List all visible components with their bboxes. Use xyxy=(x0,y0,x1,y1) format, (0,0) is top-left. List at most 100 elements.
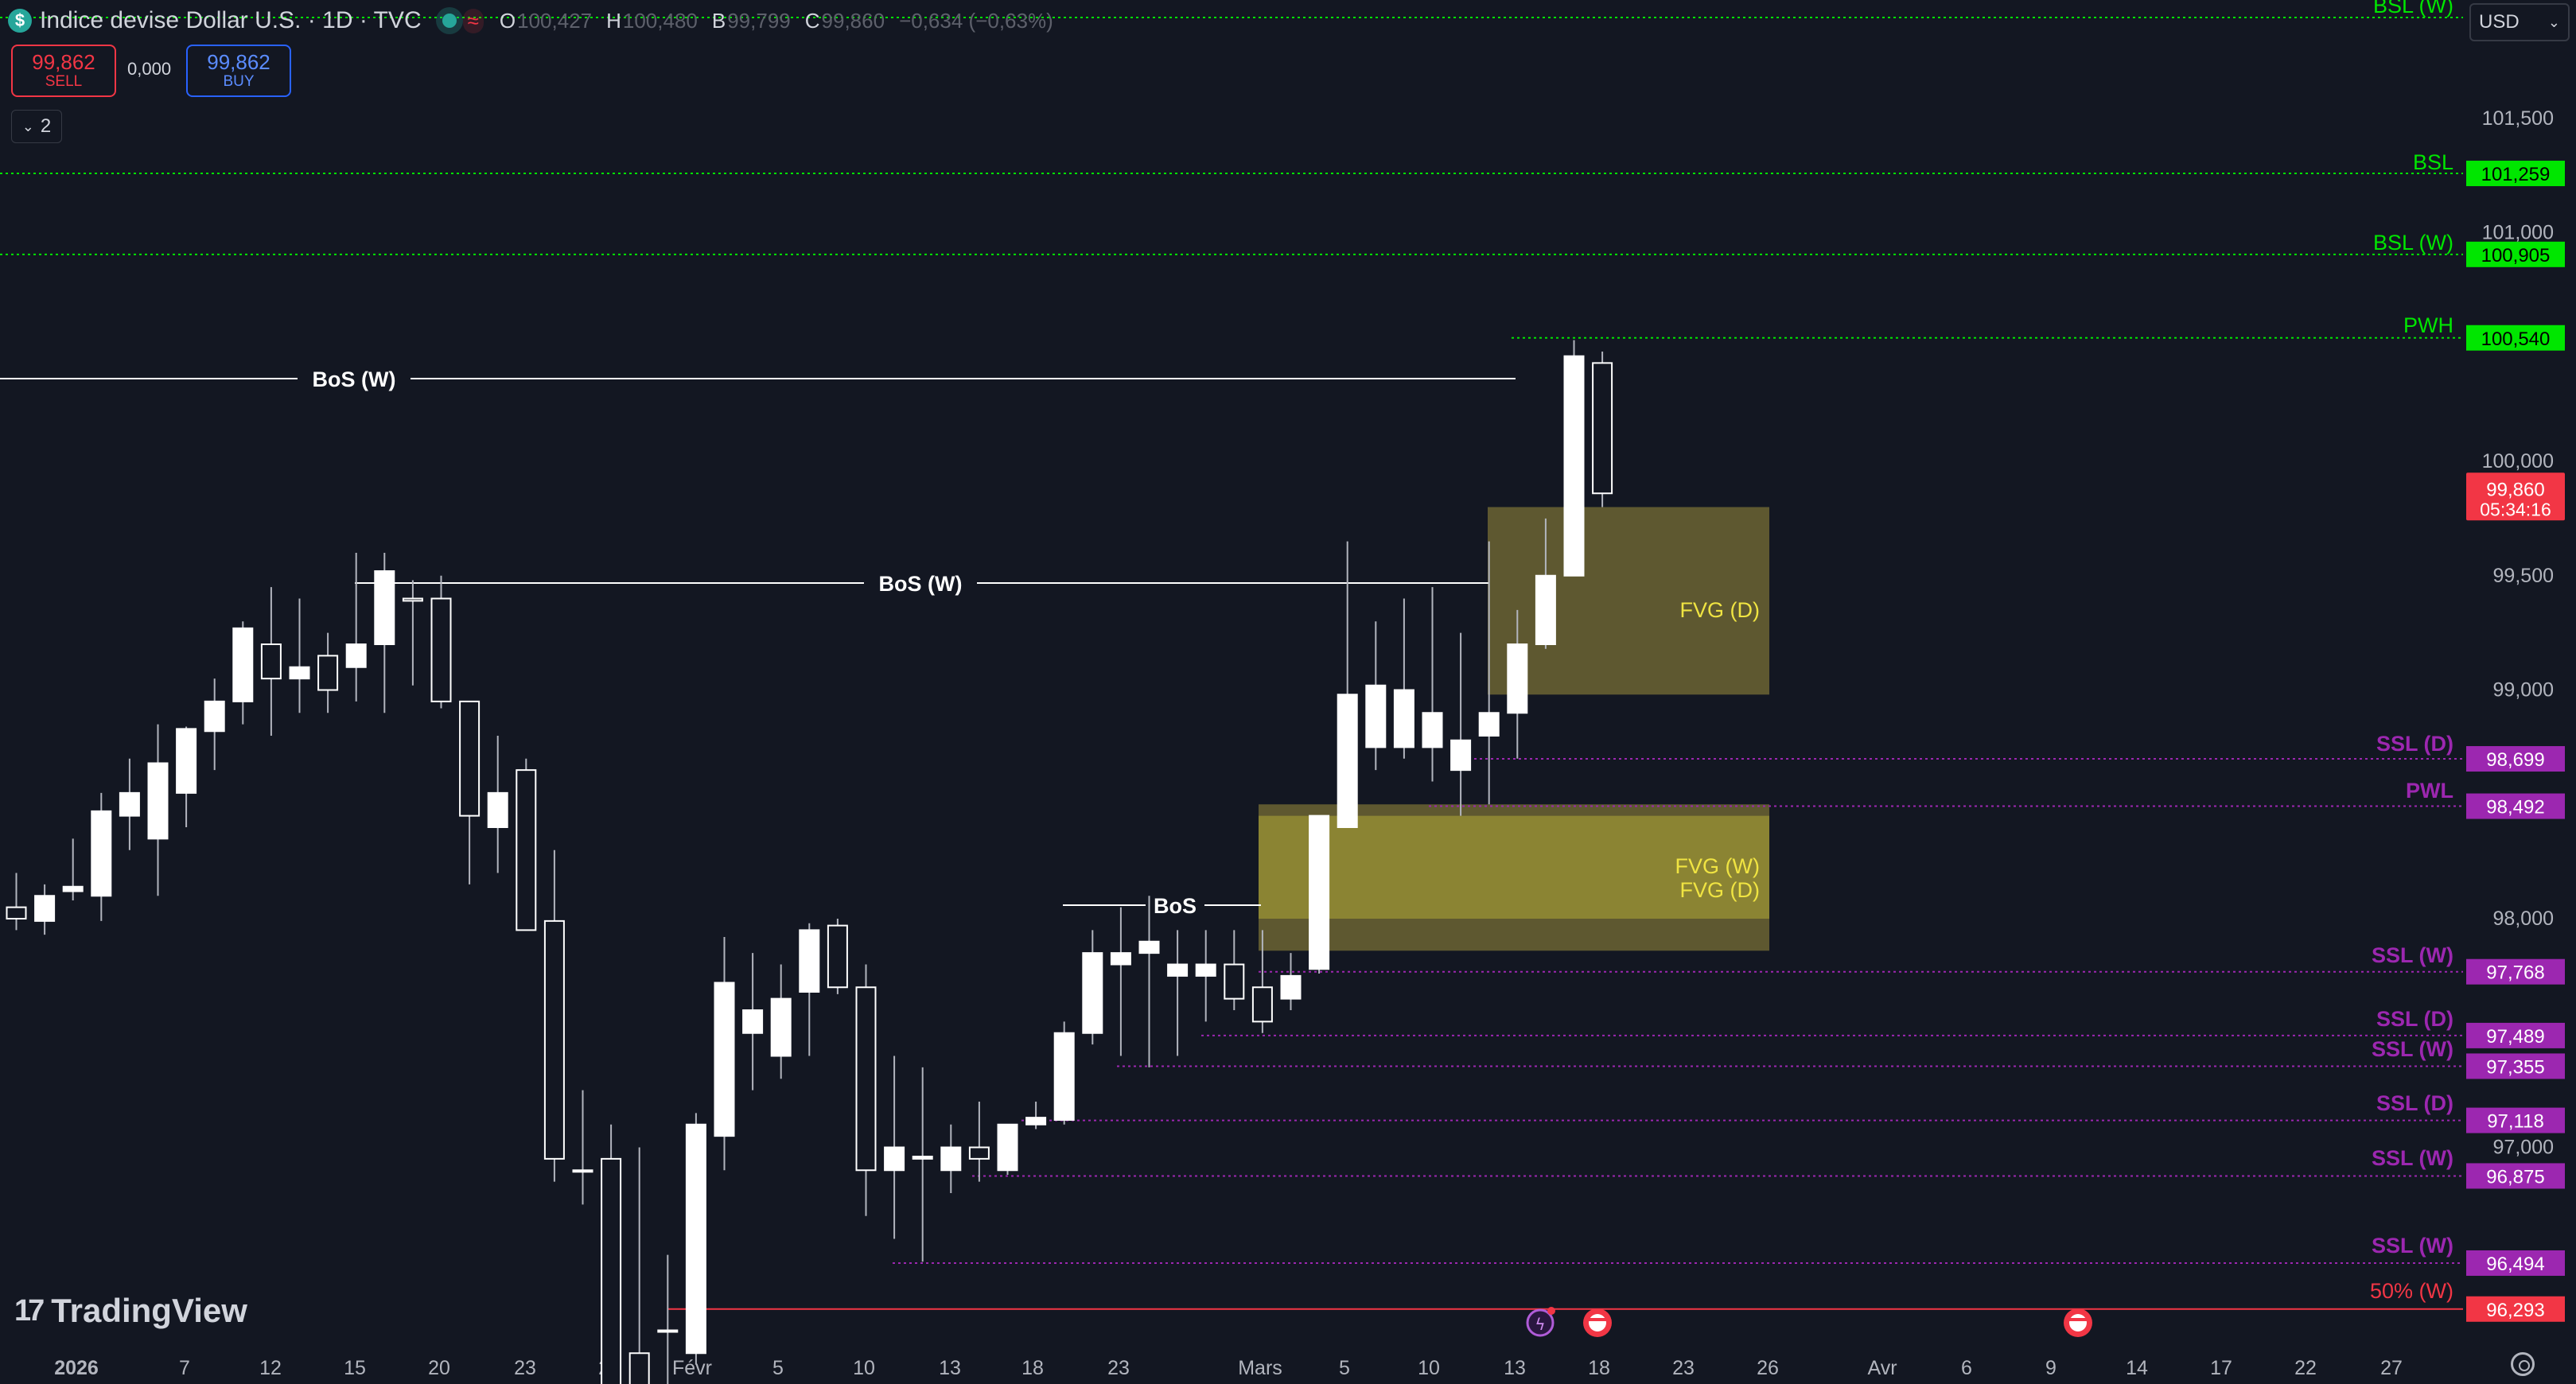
candle-body xyxy=(459,700,481,817)
candle-body xyxy=(940,1146,962,1172)
candle xyxy=(345,553,367,702)
candle xyxy=(997,1123,1018,1175)
candle-body xyxy=(374,570,395,645)
tradingview-logo: 17 TradingView xyxy=(14,1292,247,1329)
level-price-text: 97,489 xyxy=(2486,1026,2544,1048)
bos-label-bg xyxy=(1146,891,1204,921)
candle-body xyxy=(232,627,254,702)
us-flag-stripe xyxy=(1589,1318,1606,1321)
candle xyxy=(855,964,877,1216)
candle xyxy=(232,621,254,725)
x-axis-tick: 14 xyxy=(2126,1357,2148,1379)
level-label: SSL (W) xyxy=(2372,943,2453,967)
y-axis-tick: 100,000 xyxy=(2482,450,2554,472)
candle xyxy=(742,953,764,1090)
x-axis-tick: 20 xyxy=(428,1357,450,1379)
candle xyxy=(289,598,310,713)
level-label: PWH xyxy=(2403,313,2453,337)
candle-body xyxy=(317,655,339,691)
level-price-text: 98,699 xyxy=(2486,749,2544,771)
settings-icon[interactable] xyxy=(2511,1352,2535,1376)
candle-body xyxy=(1422,712,1443,748)
candle-body xyxy=(62,885,84,892)
candle xyxy=(91,792,112,921)
candle xyxy=(487,736,508,873)
current-price-text: 99,860 xyxy=(2486,479,2544,500)
level-price-tag xyxy=(2466,1022,2565,1048)
level-price-tag xyxy=(2466,793,2565,819)
candle xyxy=(657,1254,679,1384)
candle xyxy=(1025,1102,1047,1129)
candle xyxy=(1110,907,1131,1056)
event-flash-icon-glyph: ϟ xyxy=(1535,1315,1545,1334)
level-price-tag xyxy=(2466,1107,2565,1133)
candle-body xyxy=(1592,362,1613,495)
candle-body xyxy=(1280,974,1302,1000)
ohlc-low: B99,799 xyxy=(711,8,791,33)
buy-label: BUY xyxy=(223,73,255,90)
buy-button[interactable]: 99,862 BUY xyxy=(186,45,291,97)
tradingview-icon: 17 xyxy=(14,1293,45,1328)
level-price-tag xyxy=(2466,325,2565,351)
candle-body xyxy=(1224,963,1245,1000)
symbol-title[interactable]: Indice devise Dollar U.S. · 1D · TVC xyxy=(40,7,422,33)
candle xyxy=(714,937,735,1171)
candle xyxy=(204,678,225,771)
wave-icon: ≈ xyxy=(462,8,484,33)
dollar-icon: $ xyxy=(8,9,32,33)
candle xyxy=(374,553,395,713)
x-axis-tick: Févr xyxy=(672,1357,712,1379)
candle xyxy=(516,758,537,931)
level-label: BSL (W) xyxy=(2373,231,2453,255)
candle xyxy=(62,838,84,900)
candle xyxy=(1195,930,1216,1022)
candle xyxy=(1422,587,1443,782)
level-price-text: 96,293 xyxy=(2486,1300,2544,1321)
candle xyxy=(968,1102,990,1182)
x-axis-tick: 13 xyxy=(939,1357,961,1379)
x-axis-tick: 15 xyxy=(344,1357,366,1379)
candle-body xyxy=(1450,739,1472,772)
candle xyxy=(260,587,282,736)
sell-button[interactable]: 99,862 SELL xyxy=(11,45,116,97)
candle xyxy=(1365,621,1387,771)
candle xyxy=(1251,930,1273,1033)
candle-body xyxy=(770,997,792,1057)
level-price-tag xyxy=(2466,746,2565,772)
currency-selector[interactable]: USD ⌄ xyxy=(2469,3,2570,41)
candle xyxy=(1535,518,1556,649)
buy-price: 99,862 xyxy=(207,50,270,74)
candle-body xyxy=(657,1329,679,1333)
candle-body xyxy=(827,924,848,989)
y-axis-tick: 97,000 xyxy=(2493,1137,2554,1159)
candle xyxy=(1592,352,1613,507)
candle-body xyxy=(516,769,537,931)
x-axis-tick: 7 xyxy=(179,1357,190,1379)
candle xyxy=(1563,340,1585,577)
candle-body xyxy=(1535,574,1556,645)
x-axis-tick: 27 xyxy=(2380,1357,2403,1379)
candle-body xyxy=(119,791,140,817)
candle xyxy=(317,632,339,713)
x-axis-tick: 9 xyxy=(2045,1357,2057,1379)
y-axis-tick: 101,000 xyxy=(2482,222,2554,244)
x-axis-tick: Avr xyxy=(1867,1357,1897,1379)
fvg-label: FVG (D) xyxy=(1680,878,1761,902)
candle xyxy=(176,726,197,827)
candle xyxy=(770,964,792,1079)
spread-value: 0,000 xyxy=(127,59,172,79)
candle-body xyxy=(1251,986,1273,1023)
candle-body xyxy=(714,982,735,1137)
indicators-toggle[interactable]: ⌄ 2 xyxy=(11,110,62,143)
candle xyxy=(1450,632,1472,816)
candle-body xyxy=(91,810,112,897)
countdown-text: 05:34:16 xyxy=(2480,499,2551,519)
candle xyxy=(430,575,452,709)
candle xyxy=(1138,896,1160,1067)
candle xyxy=(827,919,848,994)
candle-body xyxy=(260,643,282,680)
level-price-tag xyxy=(2466,1053,2565,1079)
candle-body xyxy=(1309,814,1330,970)
x-axis-tick: 17 xyxy=(2210,1357,2232,1379)
